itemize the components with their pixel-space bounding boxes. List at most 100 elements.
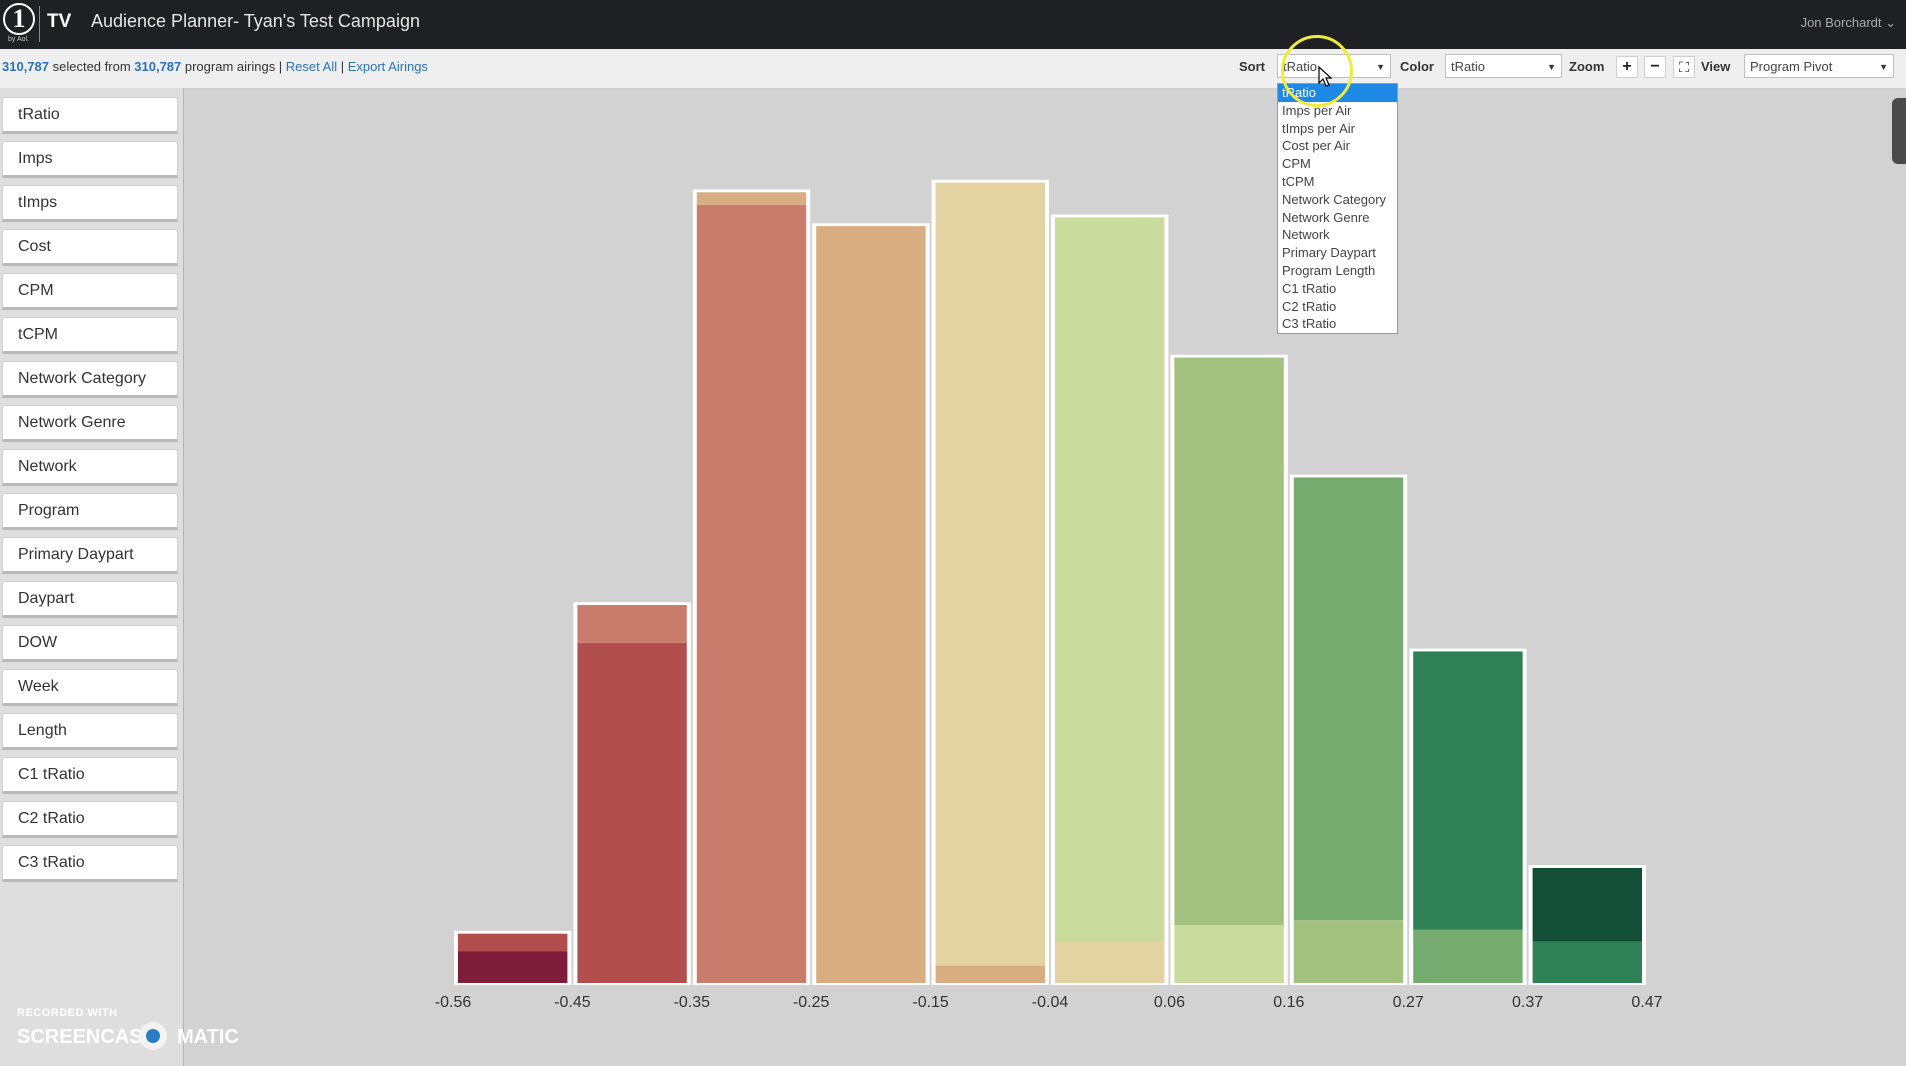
bar-segment — [1413, 651, 1523, 930]
histogram-bar[interactable] — [454, 930, 572, 985]
selected-text: selected from — [49, 59, 135, 74]
total-count: 310,787 — [134, 59, 182, 74]
x-tick-label: 0.16 — [1273, 994, 1304, 1011]
sidebar-item-tcpm[interactable]: tCPM — [2, 317, 178, 354]
x-tick-label: -0.56 — [435, 994, 472, 1011]
chevron-down-icon: ▼ — [1547, 62, 1556, 72]
sidebar-item-timps[interactable]: tImps — [2, 185, 178, 222]
selected-count: 310,787 — [2, 59, 49, 74]
watermark-line1: RECORDED WITH — [17, 1007, 118, 1019]
watermark-screencast: SCREENCAST — [17, 1026, 155, 1048]
bar-segment — [696, 192, 807, 205]
sidebar-item-week[interactable]: Week — [2, 669, 178, 706]
selection-status: 310,787 selected from 310,787 program ai… — [2, 59, 428, 74]
sort-option-network-category[interactable]: Network Category — [1282, 191, 1387, 207]
sidebar-item-length[interactable]: Length — [2, 713, 178, 750]
sort-dropdown-list: tRatio Imps per Air tImps per Air Cost per … — [1277, 83, 1398, 334]
view-select-value: Program Pivot — [1750, 59, 1833, 74]
page-title: Audience Planner- Tyan's Test Campaign — [91, 11, 420, 31]
sort-option-network-genre[interactable]: Network Genre — [1282, 209, 1370, 225]
sidebar-item-primary-daypart[interactable]: Primary Daypart — [2, 537, 178, 574]
bar-segment — [1055, 941, 1165, 983]
sidebar-item-daypart[interactable]: Daypart — [2, 581, 178, 618]
zoom-label: Zoom — [1569, 59, 1605, 74]
chevron-down-icon: ▼ — [1376, 62, 1385, 72]
bar-segment — [816, 226, 926, 984]
reset-all-link[interactable]: Reset All — [285, 59, 338, 74]
bar-segment — [1174, 357, 1284, 926]
bar-segment — [1293, 477, 1404, 921]
x-tick-label: -0.04 — [1032, 994, 1069, 1011]
sort-option-timps-per-air[interactable]: tImps per Air — [1282, 120, 1355, 136]
histogram-bar[interactable] — [812, 223, 930, 985]
scrollbar-handle[interactable] — [1892, 98, 1906, 164]
sort-label: Sort — [1239, 59, 1265, 74]
view-label: View — [1701, 59, 1731, 74]
x-tick-label: 0.27 — [1393, 994, 1424, 1011]
logo-divider — [39, 6, 40, 42]
bar-segment — [1413, 929, 1523, 983]
histogram-bar[interactable] — [692, 189, 811, 985]
bar-segment — [1174, 925, 1284, 983]
sort-option-imps-per-air[interactable]: Imps per Air — [1282, 102, 1352, 118]
sort-option-program-length[interactable]: Program Length — [1282, 262, 1376, 278]
zoom-out-button[interactable]: − — [1644, 56, 1666, 78]
histogram-bar[interactable] — [573, 602, 691, 985]
sidebar-item-c3-tratio[interactable]: C3 tRatio — [2, 845, 178, 882]
sort-option-c3-tratio[interactable]: C3 tRatio — [1282, 316, 1337, 332]
view-select[interactable]: Program Pivot ▼ — [1744, 54, 1894, 78]
sort-option-primary-daypart[interactable]: Primary Daypart — [1282, 245, 1376, 261]
sidebar-item-tratio[interactable]: tRatio — [2, 97, 178, 134]
bar-segment — [935, 965, 1045, 983]
bar-segment — [577, 642, 687, 983]
sort-option-network[interactable]: Network — [1282, 227, 1330, 243]
histogram-bar[interactable] — [1170, 354, 1288, 985]
sidebar-item-c2-tratio[interactable]: C2 tRatio — [2, 801, 178, 838]
sidebar: tRatio Imps tImps Cost CPM tCPM Network Catego… — [0, 88, 184, 1066]
zoom-in-button[interactable]: + — [1616, 56, 1638, 78]
sidebar-item-cost[interactable]: Cost — [2, 229, 178, 266]
histogram-bar[interactable] — [1289, 474, 1408, 985]
cursor-highlight — [1281, 35, 1353, 107]
sidebar-item-network-category[interactable]: Network Category — [2, 361, 178, 398]
airings-text: program airings | — [181, 59, 286, 74]
sidebar-item-c1-tratio[interactable]: C1 tRatio — [2, 757, 178, 794]
histogram-bar[interactable] — [1409, 648, 1527, 985]
x-tick-label: 0.47 — [1631, 994, 1662, 1011]
user-menu[interactable]: Jon Borchardt ⌄ — [1800, 15, 1896, 30]
bar-segment — [1532, 867, 1642, 942]
histogram-bar[interactable] — [1051, 214, 1169, 986]
color-select[interactable]: tRatio ▼ — [1445, 54, 1562, 78]
sidebar-item-program[interactable]: Program — [2, 493, 178, 530]
logo-subtitle: by Aol. — [8, 36, 30, 43]
sidebar-item-network[interactable]: Network — [2, 449, 178, 486]
color-label: Color — [1400, 59, 1434, 74]
export-airings-link[interactable]: Export Airings — [347, 59, 428, 74]
sort-option-tcpm[interactable]: tCPM — [1282, 173, 1315, 189]
link-separator: | — [337, 59, 348, 74]
sidebar-item-cpm[interactable]: CPM — [2, 273, 178, 310]
sidebar-item-network-genre[interactable]: Network Genre — [2, 405, 178, 442]
screencast-logo-icon — [139, 1022, 167, 1050]
sort-option-cpm[interactable]: CPM — [1282, 156, 1311, 172]
histogram-bar[interactable] — [931, 179, 1049, 985]
x-tick-label: -0.45 — [554, 994, 591, 1011]
logo-tv-text: TV — [47, 11, 72, 32]
sort-option-c1-tratio[interactable]: C1 tRatio — [1282, 280, 1337, 296]
sort-option-cost-per-air[interactable]: Cost per Air — [1282, 138, 1350, 154]
fullscreen-icon[interactable]: ⛶ — [1673, 56, 1695, 78]
chevron-down-icon: ▼ — [1879, 62, 1888, 72]
watermark-matic: MATIC — [177, 1026, 239, 1048]
x-tick-label: -0.35 — [674, 994, 711, 1011]
bar-segment — [577, 605, 687, 643]
histogram-bar[interactable] — [1528, 865, 1646, 985]
bar-segment — [458, 951, 568, 983]
sidebar-item-imps[interactable]: Imps — [2, 141, 178, 178]
x-tick-label: 0.37 — [1512, 994, 1543, 1011]
bar-segment — [458, 933, 568, 952]
sort-option-c2-tratio[interactable]: C2 tRatio — [1282, 298, 1337, 314]
sidebar-item-dow[interactable]: DOW — [2, 625, 178, 662]
logo-one-icon: 1 — [3, 3, 35, 35]
x-tick-label: -0.25 — [793, 994, 830, 1011]
